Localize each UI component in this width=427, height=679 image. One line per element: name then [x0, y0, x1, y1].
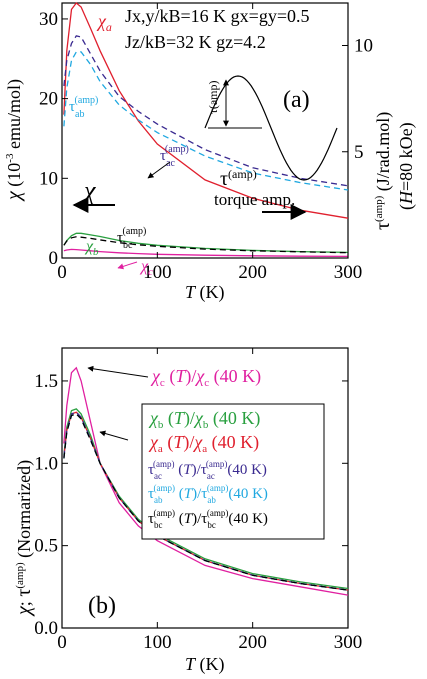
panel-b-label: (b) [88, 593, 116, 619]
series-a-tau-bc [63, 236, 349, 254]
legend-b: χb (T)/χb (40 K) χa (T)/χa (40 K) τac(am… [99, 403, 325, 540]
panel-b-xtick-label: 300 [334, 632, 363, 653]
label-tau-ab: τab(amp) [69, 95, 98, 120]
panel-a-ylabel-right-2: (H=80 kOe) [396, 122, 417, 210]
panel-b-ytick-label: 1.0 [34, 453, 58, 474]
legend-b-frame [141, 403, 325, 540]
panel-b-ytick-label: 0.0 [34, 618, 58, 639]
panel-a-ylabel-left: χ (10-3 emu/mol) [3, 79, 25, 202]
panel-a-ytick-left-label: 20 [39, 89, 58, 110]
panel-b-ytick-label: 0.5 [34, 536, 58, 557]
panel-a-ytick-left-label: 0 [49, 248, 59, 269]
label-chi-b: χb [84, 238, 99, 258]
label-tau-bc: τbc(amp) [117, 226, 146, 251]
panel-a-ytick-left-label: 10 [39, 168, 58, 189]
panel-b-series [63, 366, 349, 596]
panel-a-ytick-right-label: 5 [354, 142, 364, 163]
panel-b-xtick-label: 200 [238, 632, 267, 653]
panel-a-ylabel-right-1: τ(amp) (J/rad.mol) [372, 112, 394, 230]
panel-a-xtick-label: 200 [238, 262, 267, 283]
panel-b-ytick-label: 1.5 [34, 371, 58, 392]
panel-a-series [63, 2, 349, 258]
panel-a-ticks: 0 100 200 300 0 10 20 30 5 10 [39, 3, 373, 283]
tau-ac-pointer [147, 161, 171, 179]
label-chi-a: χa [96, 11, 112, 34]
panel-a-ytick-right-label: 10 [354, 36, 373, 57]
torque-label: τ(amp) [220, 167, 257, 190]
panel-b-xtick-label: 100 [143, 632, 172, 653]
chi-axis-indicator: χ [81, 176, 96, 205]
series-b-chi-c [63, 366, 349, 596]
panel-a-label: (a) [283, 87, 310, 113]
legend-chi-a: χa (T)/χa (40 K) [148, 432, 259, 455]
series-a-tau-ac [63, 35, 349, 187]
panel-b-xtick-label: 0 [57, 632, 67, 653]
torque-amp-label: torque amp. [214, 190, 295, 209]
panel-b-frame [61, 347, 349, 629]
series-b-tau-bc [63, 413, 349, 591]
panel-a-xtick-label: 0 [57, 262, 67, 283]
params-line1: Jx,y/kB=16 K gx=gy=0.5 [125, 6, 309, 26]
panel-b-xlabel: T (K) [185, 654, 225, 675]
panel-a-xtick-label: 100 [143, 262, 172, 283]
series-a-chi-b [63, 232, 349, 254]
chi-c-ratio-pointer [87, 365, 149, 378]
series-a-tau-ab [63, 51, 349, 191]
panel-a-frame [61, 2, 349, 259]
panel-a-xtick-label: 300 [334, 262, 363, 283]
chi-c-pointer [117, 261, 138, 270]
panel-a-ytick-left-label: 30 [39, 9, 58, 30]
legend-chi-b: χb (T)/χb (40 K) [148, 408, 260, 431]
torque-inset: τ(amp) (a) [204, 75, 338, 181]
panel-b-ticks: 0 100 200 300 0.0 0.5 1.0 1.5 [34, 348, 362, 653]
params-line2: Jz/kB=32 K gz=4.2 [125, 32, 266, 52]
chi-c-ratio-label: χc (T)/χc (40 K) [150, 366, 261, 389]
series-a-chi-a [63, 2, 349, 219]
inset-amp-label: τ(amp) [206, 81, 220, 114]
legend-pointer [99, 430, 129, 441]
panel-b-ylabel: χ; τ(amp) (Normarized) [13, 460, 35, 617]
series-a-chi-c [63, 248, 349, 258]
panel-a: 0 100 200 300 0 10 20 30 5 10 Jx,y/kB=16 K gx=gy=… [3, 2, 417, 303]
panel-a-xlabel: T (K) [185, 282, 225, 303]
